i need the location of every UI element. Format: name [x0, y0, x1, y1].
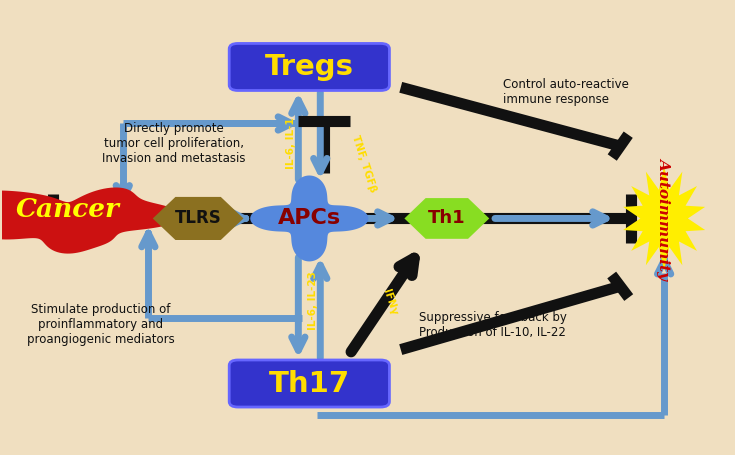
- Text: IFNγ: IFNγ: [381, 288, 398, 316]
- Text: Directly promote
tumor cell proliferation,
Invasion and metastasis: Directly promote tumor cell proliferatio…: [102, 122, 245, 165]
- Text: Suppressive feedback by
Production of IL-10, IL-22: Suppressive feedback by Production of IL…: [419, 311, 567, 339]
- Text: Th1: Th1: [428, 209, 466, 228]
- Polygon shape: [0, 187, 182, 253]
- Text: Autoimmunity: Autoimmunity: [657, 157, 671, 279]
- Text: TLRS: TLRS: [175, 209, 221, 228]
- Text: TNF, TGFβ: TNF, TGFβ: [351, 134, 378, 194]
- Polygon shape: [153, 197, 243, 240]
- Text: Th17: Th17: [269, 369, 350, 398]
- Text: APCs: APCs: [278, 208, 341, 228]
- Polygon shape: [404, 198, 490, 239]
- Polygon shape: [623, 167, 705, 270]
- Text: Control auto-reactive
immune response: Control auto-reactive immune response: [503, 78, 629, 106]
- Text: Tregs: Tregs: [265, 53, 354, 81]
- Text: Stimulate production of
proinflammatory and
proangiogenic mediators: Stimulate production of proinflammatory …: [27, 303, 175, 346]
- Polygon shape: [250, 176, 368, 262]
- FancyBboxPatch shape: [229, 360, 390, 407]
- FancyBboxPatch shape: [229, 43, 390, 91]
- Text: IL-6, IL-1: IL-6, IL-1: [286, 117, 296, 168]
- Text: IL-6, IL-23: IL-6, IL-23: [308, 272, 318, 330]
- Text: Cancer: Cancer: [16, 197, 120, 222]
